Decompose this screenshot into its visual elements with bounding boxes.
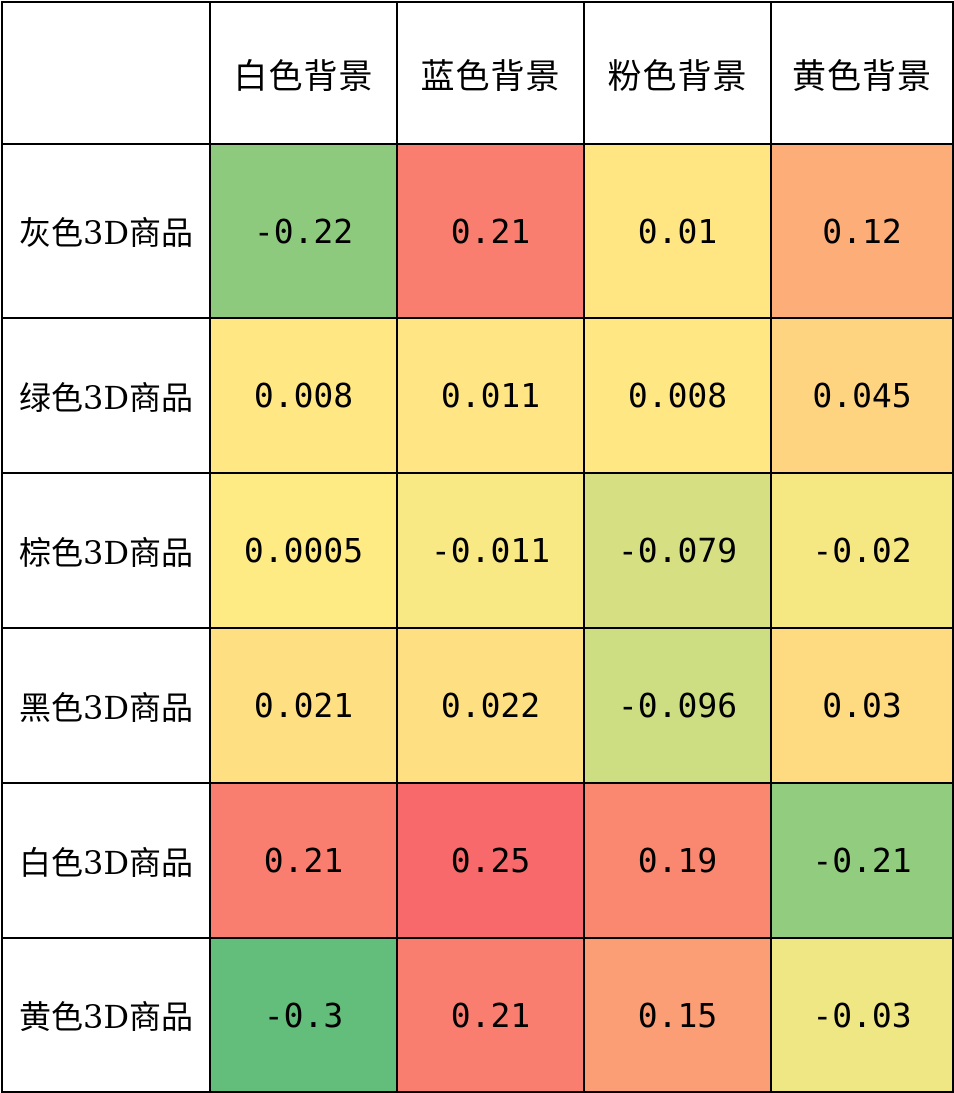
heatmap-cell: 0.21 (396, 143, 585, 319)
row-label: 灰色3D商品 (1, 143, 211, 319)
row-label: 黄色3D商品 (1, 937, 211, 1093)
heatmap-cell: 0.12 (770, 143, 954, 319)
table-row: 黄色3D商品 -0.3 0.21 0.15 -0.03 (1, 937, 954, 1093)
column-header-white-bg: 白色背景 (209, 1, 398, 145)
heatmap-cell: 0.19 (583, 782, 772, 939)
heatmap-cell: -0.3 (209, 937, 398, 1093)
heatmap-cell: -0.03 (770, 937, 954, 1093)
row-label: 棕色3D商品 (1, 472, 211, 629)
heatmap-cell: 0.011 (396, 317, 585, 474)
heatmap-cell: 0.008 (583, 317, 772, 474)
heatmap-cell: -0.22 (209, 143, 398, 319)
heatmap-cell: 0.045 (770, 317, 954, 474)
heatmap-body: 灰色3D商品 -0.22 0.21 0.01 0.12 绿色3D商品 0.008 0.011 0… (1, 143, 954, 1093)
table-row: 白色3D商品 0.21 0.25 0.19 -0.21 (1, 782, 954, 939)
heatmap-cell: 0.0005 (209, 472, 398, 629)
row-label: 白色3D商品 (1, 782, 211, 939)
heatmap-cell: -0.096 (583, 627, 772, 784)
heatmap-cell: -0.011 (396, 472, 585, 629)
heatmap-cell: -0.02 (770, 472, 954, 629)
row-label: 黑色3D商品 (1, 627, 211, 784)
heatmap-cell: 0.25 (396, 782, 585, 939)
row-label: 绿色3D商品 (1, 317, 211, 474)
heatmap-cell: 0.021 (209, 627, 398, 784)
table-row: 绿色3D商品 0.008 0.011 0.008 0.045 (1, 317, 954, 474)
heatmap-cell: -0.079 (583, 472, 772, 629)
table-row: 黑色3D商品 0.021 0.022 -0.096 0.03 (1, 627, 954, 784)
heatmap-cell: -0.21 (770, 782, 954, 939)
corner-cell (1, 1, 211, 145)
heatmap-cell: 0.21 (209, 782, 398, 939)
heatmap-cell: 0.022 (396, 627, 585, 784)
header-row: 白色背景 蓝色背景 粉色背景 黄色背景 (1, 1, 954, 145)
heatmap-cell: 0.008 (209, 317, 398, 474)
heatmap-cell: 0.01 (583, 143, 772, 319)
heatmap-cell: 0.03 (770, 627, 954, 784)
table-row: 棕色3D商品 0.0005 -0.011 -0.079 -0.02 (1, 472, 954, 629)
table-row: 灰色3D商品 -0.22 0.21 0.01 0.12 (1, 143, 954, 319)
column-header-yellow-bg: 黄色背景 (770, 1, 954, 145)
heatmap-cell: 0.15 (583, 937, 772, 1093)
column-header-pink-bg: 粉色背景 (583, 1, 772, 145)
heatmap-cell: 0.21 (396, 937, 585, 1093)
column-header-blue-bg: 蓝色背景 (396, 1, 585, 145)
